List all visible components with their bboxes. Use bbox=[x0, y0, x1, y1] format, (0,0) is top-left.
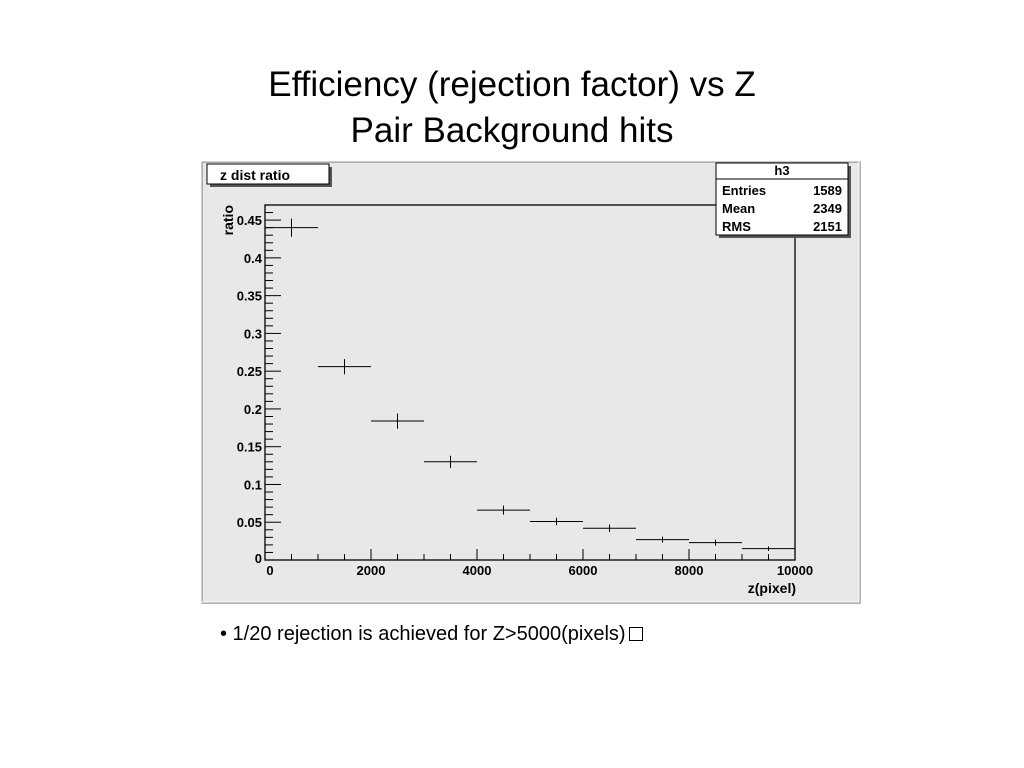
title-box: z dist ratio bbox=[206, 163, 332, 187]
stats-entries-value: 1589 bbox=[813, 183, 842, 198]
bullet-text: • 1/20 rejection is achieved for Z>5000(… bbox=[220, 623, 626, 645]
stats-box-frame bbox=[715, 162, 849, 236]
title-box-frame bbox=[206, 163, 330, 185]
stats-box: h3 Entries 1589 Mean 2349 RMS 2151 bbox=[715, 162, 851, 238]
data-points bbox=[265, 218, 795, 551]
y-axis-label: ratio bbox=[220, 205, 236, 235]
x-tick-label: 6000 bbox=[569, 563, 598, 578]
axis-ticks bbox=[264, 204, 796, 561]
x-tick-label: 10000 bbox=[777, 563, 813, 578]
stats-mean-value: 2349 bbox=[813, 201, 842, 216]
bullet-point: • 1/20 rejection is achieved for Z>5000(… bbox=[220, 623, 643, 646]
x-axis-label: z(pixel) bbox=[748, 580, 796, 596]
y-tick-label: 0.2 bbox=[244, 402, 262, 417]
data-point bbox=[424, 455, 477, 468]
data-point bbox=[636, 536, 689, 543]
y-tick-label: 0.45 bbox=[237, 213, 262, 228]
missing-glyph-icon bbox=[628, 627, 643, 641]
y-tick-label: 0 bbox=[255, 551, 262, 566]
slide-title: Efficiency (rejection factor) vs Z Pair … bbox=[0, 62, 1024, 154]
stats-rms-label: RMS bbox=[722, 219, 751, 234]
x-tick-label: 8000 bbox=[675, 563, 704, 578]
data-point bbox=[318, 359, 371, 375]
y-tick-label: 0.1 bbox=[244, 477, 262, 492]
y-tick-label: 0.3 bbox=[244, 326, 262, 341]
x-tick-label: 0 bbox=[266, 563, 273, 578]
slide-title-line-2: Pair Background hits bbox=[350, 111, 674, 150]
tick-labels: 0 2000 4000 6000 8000 10000 0 0.05 0.1 0.15 0.2 0.2… bbox=[237, 213, 813, 578]
x-tick-label: 2000 bbox=[357, 563, 386, 578]
y-tick-label: 0.05 bbox=[237, 515, 262, 530]
data-point bbox=[689, 539, 742, 546]
data-point bbox=[265, 218, 318, 237]
data-point bbox=[583, 524, 636, 533]
data-point bbox=[477, 505, 530, 515]
data-point bbox=[530, 517, 583, 526]
histogram-chart: z dist ratio h3 Entries 1589 Mean 2349 R… bbox=[200, 160, 861, 604]
y-tick-label: 0.4 bbox=[244, 251, 263, 266]
y-tick-label: 0.25 bbox=[237, 364, 262, 379]
canvas-bevel bbox=[200, 160, 860, 603]
y-tick-label: 0.15 bbox=[237, 440, 262, 455]
chart-title: z dist ratio bbox=[220, 167, 290, 183]
slide-title-line-1: Efficiency (rejection factor) vs Z bbox=[268, 65, 756, 104]
stats-mean-label: Mean bbox=[722, 201, 755, 216]
y-tick-label: 0.35 bbox=[237, 289, 262, 304]
data-point bbox=[742, 546, 795, 551]
stats-rms-value: 2151 bbox=[813, 219, 842, 234]
stats-box-name: h3 bbox=[774, 163, 789, 178]
stats-entries-label: Entries bbox=[722, 183, 766, 198]
data-point bbox=[371, 413, 424, 429]
x-tick-label: 4000 bbox=[463, 563, 492, 578]
